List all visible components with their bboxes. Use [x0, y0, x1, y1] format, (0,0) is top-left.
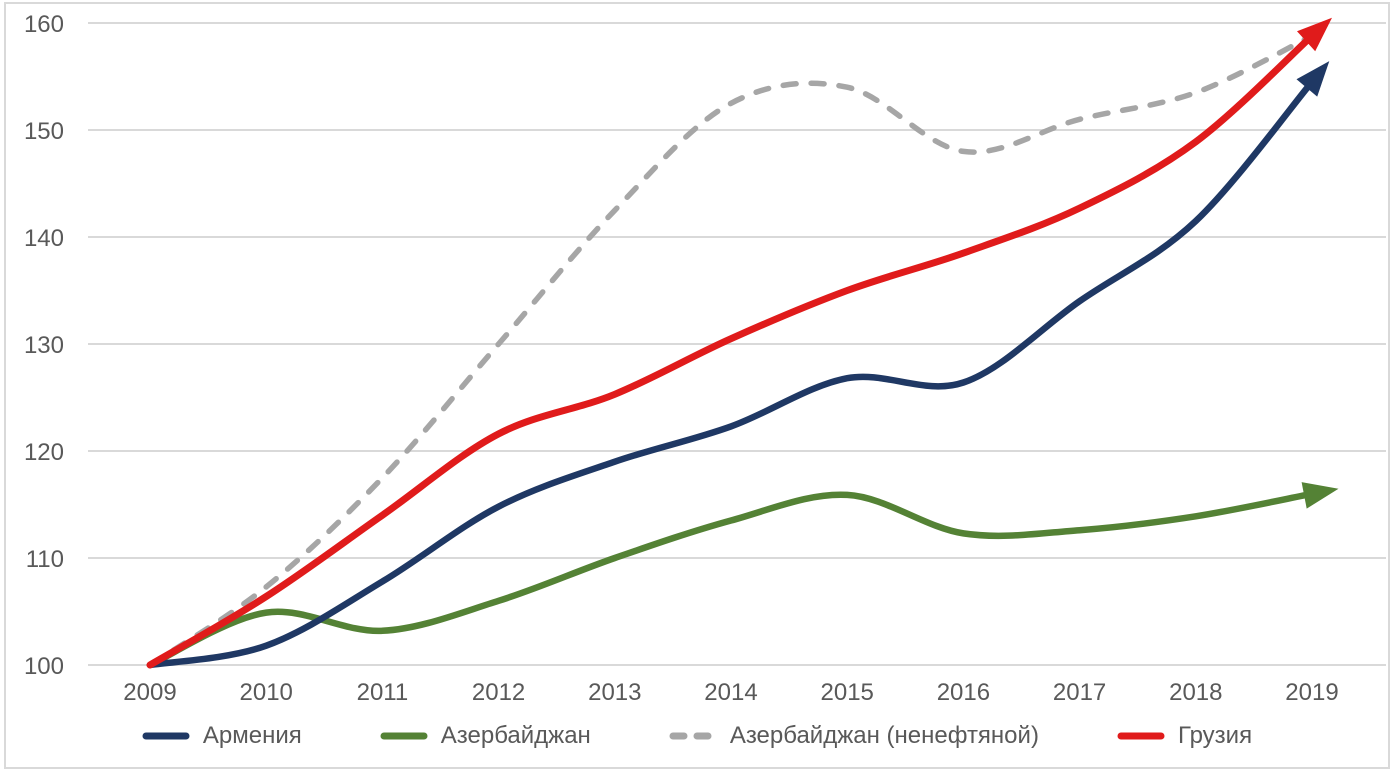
x-tick-label: 2016: [937, 679, 990, 706]
legend-dashed-line-swatch: [669, 732, 717, 740]
legend-item-2: Азербайджан (ненефтяной): [669, 722, 1039, 750]
legend-line-swatch: [142, 732, 190, 740]
arrowhead: [1296, 61, 1330, 97]
legend-item-3: Грузия: [1117, 722, 1252, 750]
series-line: [146, 490, 1316, 669]
x-tick-label: 2019: [1285, 679, 1338, 706]
y-tick-label: 120: [24, 439, 64, 466]
legend-label: Азербайджан (ненефтяной): [729, 722, 1039, 749]
x-tick-label: 2014: [704, 679, 757, 706]
y-tick-label: 160: [24, 11, 64, 38]
x-tick-label: 2012: [472, 679, 525, 706]
series-line: [146, 78, 1316, 669]
x-tick-label: 2009: [123, 679, 176, 706]
series-0: [146, 61, 1330, 669]
series-3: [146, 17, 1332, 669]
legend-label: Грузия: [1177, 722, 1253, 749]
x-tick-label: 2018: [1169, 679, 1222, 706]
gridlines: [88, 22, 1386, 666]
x-tick-label: 2013: [588, 679, 641, 706]
series-1: [146, 482, 1339, 669]
y-tick-label: 110: [26, 546, 64, 573]
y-tick-label: 150: [24, 118, 64, 145]
legend-label: Армения: [202, 722, 302, 749]
chart-legend: Армения Азербайджан Азербайджан (ненефтяно…: [0, 722, 1394, 750]
arrowhead: [1297, 17, 1332, 52]
arrowhead: [1301, 482, 1339, 509]
legend-item-0: Армения: [142, 722, 302, 750]
legend-label: Азербайджан: [440, 722, 591, 749]
legend-line-swatch: [1117, 732, 1165, 740]
series-line: [146, 32, 1316, 669]
legend-item-1: Азербайджан: [380, 722, 591, 750]
x-axis-labels: 2009 2010 2011 2012 2013 2014 2015 2016 2017 2018…: [123, 679, 1338, 706]
x-tick-label: 2017: [1053, 679, 1106, 706]
series-line: [147, 33, 1315, 668]
x-tick-label: 2015: [821, 679, 874, 706]
series-2: [147, 33, 1315, 668]
x-tick-label: 2010: [240, 679, 293, 706]
legend-line-swatch: [380, 732, 428, 740]
y-tick-label: 100: [24, 653, 64, 680]
x-tick-label: 2011: [357, 679, 409, 706]
y-tick-label: 140: [24, 225, 64, 252]
y-axis-labels: 100 110 120 130 140 150 160: [24, 11, 64, 680]
y-tick-label: 130: [24, 332, 64, 359]
